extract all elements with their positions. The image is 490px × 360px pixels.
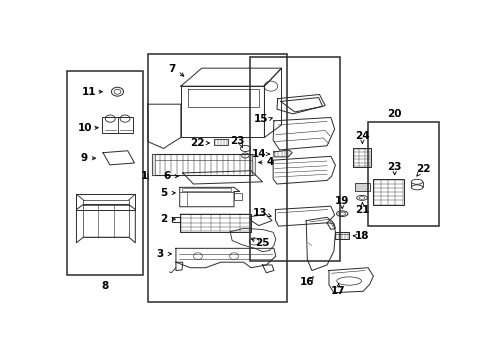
Text: 3: 3 xyxy=(157,249,164,259)
Bar xyxy=(67,71,143,275)
Text: 20: 20 xyxy=(388,109,402,119)
Bar xyxy=(234,193,243,200)
Text: 11: 11 xyxy=(81,87,96,97)
Text: 21: 21 xyxy=(355,204,369,215)
Bar xyxy=(252,154,255,175)
Text: 1: 1 xyxy=(141,171,147,181)
Text: 23: 23 xyxy=(388,162,402,172)
Text: 23: 23 xyxy=(230,136,245,146)
Bar xyxy=(335,232,349,239)
Text: 10: 10 xyxy=(77,123,92,133)
Text: 15: 15 xyxy=(254,114,269,125)
Text: 25: 25 xyxy=(255,238,270,248)
Text: 19: 19 xyxy=(335,195,349,206)
Bar xyxy=(250,57,341,261)
Text: 17: 17 xyxy=(331,286,346,296)
Bar xyxy=(182,188,231,191)
Bar xyxy=(102,117,133,133)
Bar xyxy=(372,179,404,205)
Text: 22: 22 xyxy=(416,164,430,174)
Text: 8: 8 xyxy=(101,281,109,291)
Bar xyxy=(152,154,253,175)
Text: 16: 16 xyxy=(300,276,315,287)
Text: 2: 2 xyxy=(160,214,168,224)
Bar xyxy=(368,122,439,226)
Bar xyxy=(148,54,287,302)
Text: 18: 18 xyxy=(355,231,369,241)
Text: 7: 7 xyxy=(169,64,176,74)
Text: 5: 5 xyxy=(160,188,168,198)
Text: 9: 9 xyxy=(80,153,88,163)
Text: 22: 22 xyxy=(190,138,204,148)
Text: 24: 24 xyxy=(355,131,369,141)
Text: 4: 4 xyxy=(267,157,274,167)
Bar xyxy=(151,154,155,175)
Bar xyxy=(355,183,370,191)
Bar xyxy=(353,148,371,167)
Text: 14: 14 xyxy=(252,149,267,159)
Text: 13: 13 xyxy=(253,208,268,218)
Bar xyxy=(214,139,228,145)
Text: 6: 6 xyxy=(163,171,171,181)
